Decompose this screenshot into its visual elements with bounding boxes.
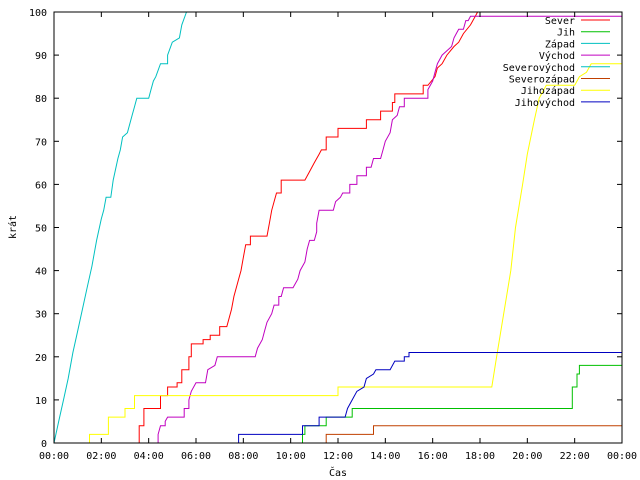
series-line [325, 425, 622, 443]
series-line [138, 11, 479, 443]
y-tick-label: 60 [35, 180, 47, 191]
y-tick-label: 10 [35, 396, 47, 407]
legend: SeverJihZápadVýchodSeverovýchodSeverozáp… [503, 16, 610, 109]
series-line [238, 352, 622, 443]
series-line [89, 63, 622, 443]
series-layer [53, 11, 622, 444]
series-line [157, 15, 622, 443]
x-tick-label: 08:00 [228, 451, 258, 462]
tick-layer: 00:00 02:00 04:00 06:00 08:00 10:00 12:00 14:00… [29, 8, 637, 462]
legend-label: Jihozápad [521, 85, 575, 97]
series-line [302, 364, 622, 443]
x-tick-label: 10:00 [276, 451, 306, 462]
y-tick-label: 0 [41, 439, 47, 450]
x-tick-label: 00:00 [39, 451, 69, 462]
x-axis-title: Čas [329, 466, 347, 479]
y-tick-label: 70 [35, 137, 47, 148]
x-tick-label: 20:00 [512, 451, 542, 462]
y-axis-title: krát [7, 215, 19, 239]
x-tick-label: 14:00 [370, 451, 400, 462]
series-line [53, 11, 187, 444]
legend-label: Jihovýchod [515, 97, 575, 109]
x-tick-label: 16:00 [418, 451, 448, 462]
x-tick-label: 04:00 [134, 451, 164, 462]
x-tick-label: 22:00 [560, 451, 590, 462]
y-tick-label: 20 [35, 353, 47, 364]
y-tick-label: 40 [35, 267, 47, 278]
legend-label: Jih [557, 28, 575, 39]
y-tick-label: 90 [35, 51, 47, 62]
legend-label: Východ [539, 50, 575, 62]
y-tick-label: 30 [35, 310, 47, 321]
x-tick-label: 00:00 [607, 451, 637, 462]
legend-label: Sever [545, 16, 575, 27]
x-tick-label: 12:00 [323, 451, 353, 462]
y-tick-label: 80 [35, 94, 47, 105]
x-tick-label: 02:00 [86, 451, 116, 462]
legend-label: Západ [545, 38, 575, 50]
legend-label: Severozápad [509, 74, 575, 86]
y-tick-label: 100 [29, 8, 47, 19]
legend-label: Severovýchod [503, 62, 575, 74]
x-tick-label: 06:00 [181, 451, 211, 462]
x-tick-label: 18:00 [465, 451, 495, 462]
y-tick-label: 50 [35, 224, 47, 235]
